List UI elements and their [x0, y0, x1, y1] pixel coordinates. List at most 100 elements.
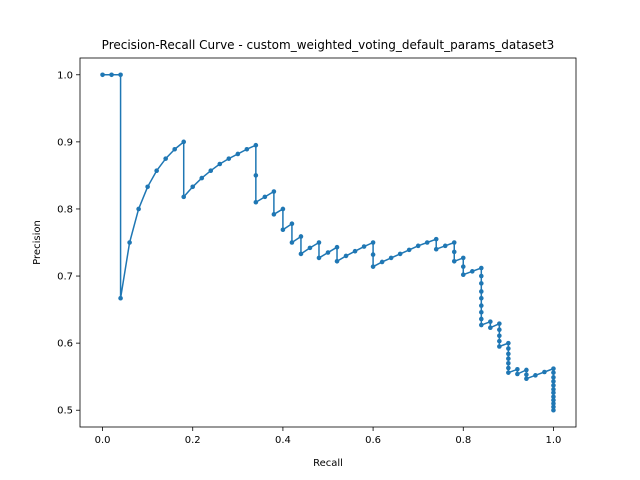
data-point: [506, 370, 511, 375]
x-tick-label: 0.4: [275, 435, 291, 446]
data-point: [515, 367, 520, 372]
data-point: [217, 161, 223, 167]
data-point: [352, 248, 358, 254]
data-point: [479, 289, 484, 294]
data-point: [109, 72, 114, 78]
x-axis-ticks: 0.0 0.2 0.4 0.6 0.8 1.0: [95, 427, 562, 446]
data-point: [181, 194, 187, 200]
data-point: [524, 372, 529, 377]
x-axis-label: Recall: [313, 458, 343, 469]
data-point: [551, 390, 556, 396]
data-point: [154, 168, 159, 174]
chart-title: Precision-Recall Curve - custom_weighted…: [102, 38, 555, 52]
y-tick-label: 0.5: [57, 406, 73, 417]
data-point: [506, 356, 511, 361]
data-point: [163, 156, 168, 161]
data-point: [388, 255, 394, 261]
data-point: [479, 316, 484, 322]
data-point: [253, 142, 259, 148]
y-tick-label: 0.8: [57, 204, 73, 215]
data-point: [271, 189, 277, 194]
data-point: [497, 327, 502, 333]
data-point: [542, 369, 547, 375]
data-point: [551, 379, 556, 384]
data-point: [506, 346, 511, 351]
data-point: [479, 295, 484, 301]
data-point: [433, 236, 439, 242]
data-point: [334, 258, 340, 264]
y-axis-label: Precision: [32, 220, 43, 265]
data-point: [551, 401, 556, 406]
data-point: [244, 146, 250, 152]
data-point: [524, 376, 529, 381]
data-point: [442, 243, 448, 249]
data-point: [289, 240, 295, 245]
x-tick-label: 0.2: [185, 435, 201, 446]
data-point: [551, 366, 556, 371]
data-point: [370, 252, 376, 257]
data-point: [397, 251, 403, 257]
data-point: [506, 351, 511, 357]
data-point: [451, 240, 457, 245]
data-point: [379, 259, 385, 265]
data-point: [533, 373, 538, 378]
data-point: [479, 309, 484, 315]
data-point: [433, 246, 439, 252]
data-point: [406, 247, 412, 253]
data-point: [479, 281, 484, 286]
data-point: [551, 370, 556, 375]
data-point: [451, 258, 457, 264]
data-point: [127, 240, 132, 245]
data-point: [415, 243, 421, 249]
data-point: [524, 367, 529, 373]
data-point: [280, 227, 286, 233]
data-point: [181, 139, 187, 145]
data-point: [460, 264, 466, 269]
data-point: [506, 360, 511, 366]
data-point: [451, 249, 457, 255]
data-point: [172, 146, 177, 152]
x-tick-label: 0.0: [95, 435, 111, 446]
data-point: [424, 240, 430, 245]
x-tick-label: 0.8: [455, 435, 471, 446]
data-point: [488, 325, 493, 331]
data-point: [136, 206, 141, 212]
data-point: [497, 321, 502, 326]
data-point: [515, 371, 520, 377]
data-point: [226, 156, 232, 161]
data-point: [370, 264, 376, 269]
plot-area: [100, 72, 556, 413]
data-point: [551, 387, 556, 392]
data-point: [479, 273, 484, 279]
data-point: [479, 265, 484, 271]
data-point: [479, 303, 484, 308]
data-point: [118, 295, 123, 301]
data-point: [361, 244, 367, 249]
data-point: [479, 322, 484, 328]
data-point: [506, 365, 511, 371]
data-point: [506, 340, 511, 346]
data-point: [551, 407, 556, 413]
data-point: [298, 251, 304, 257]
data-point: [118, 72, 123, 78]
data-point: [253, 199, 259, 205]
data-point: [208, 168, 214, 174]
x-tick-label: 1.0: [546, 435, 562, 446]
data-point: [235, 151, 241, 157]
data-point: [100, 72, 105, 78]
data-point: [551, 397, 556, 403]
data-point: [253, 173, 259, 178]
axes-frame: [79, 57, 577, 428]
data-point: [316, 240, 322, 245]
data-point: [271, 212, 277, 217]
data-point: [343, 253, 349, 259]
data-point: [551, 383, 556, 388]
y-tick-label: 0.7: [57, 272, 73, 283]
data-point: [469, 269, 475, 274]
y-tick-label: 0.6: [57, 339, 73, 350]
data-point: [199, 175, 205, 181]
data-point: [298, 234, 304, 239]
data-point: [190, 184, 196, 190]
data-point: [145, 184, 150, 190]
